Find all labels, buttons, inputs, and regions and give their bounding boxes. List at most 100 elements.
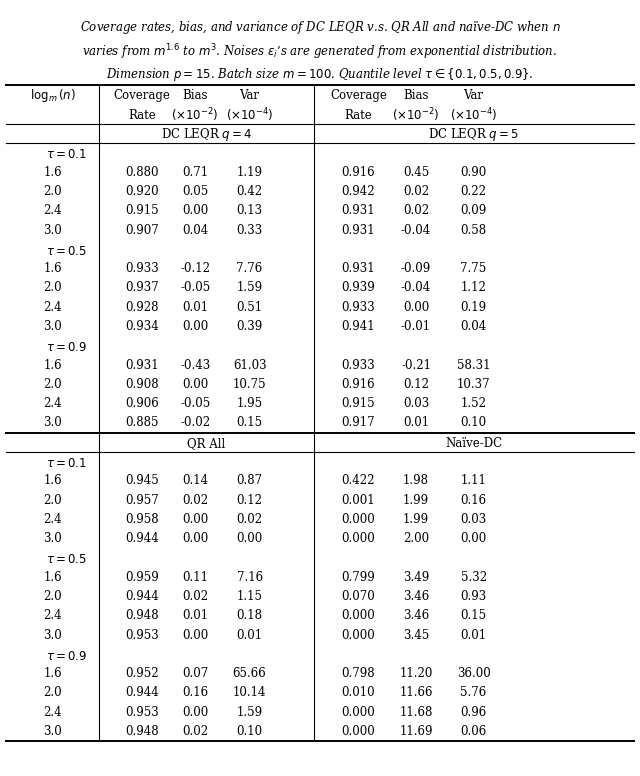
Text: 0.02: 0.02 xyxy=(403,204,429,217)
Text: 0.799: 0.799 xyxy=(342,570,375,584)
Text: DC LEQR $q = 4$: DC LEQR $q = 4$ xyxy=(161,126,252,143)
Text: 0.06: 0.06 xyxy=(460,725,487,738)
Text: 0.19: 0.19 xyxy=(461,300,486,314)
Text: 0.953: 0.953 xyxy=(125,629,159,642)
Text: Var: Var xyxy=(239,89,260,102)
Text: 0.933: 0.933 xyxy=(342,300,375,314)
Text: 0.885: 0.885 xyxy=(125,417,159,429)
Text: $\tau = 0.9$: $\tau = 0.9$ xyxy=(46,650,88,663)
Text: 0.04: 0.04 xyxy=(460,320,487,333)
Text: 0.15: 0.15 xyxy=(237,417,262,429)
Text: 0.12: 0.12 xyxy=(403,378,429,391)
Text: -0.05: -0.05 xyxy=(180,397,211,411)
Text: 0.01: 0.01 xyxy=(182,300,208,314)
Text: Bias: Bias xyxy=(182,89,208,102)
Text: 10.75: 10.75 xyxy=(233,378,266,391)
Text: 1.11: 1.11 xyxy=(461,474,486,487)
Text: 0.01: 0.01 xyxy=(182,609,208,622)
Text: 0.03: 0.03 xyxy=(460,513,487,526)
Text: 0.00: 0.00 xyxy=(460,532,487,546)
Text: Var: Var xyxy=(463,89,484,102)
Text: 0.000: 0.000 xyxy=(342,629,375,642)
Text: 0.880: 0.880 xyxy=(125,165,159,178)
Text: 2.4: 2.4 xyxy=(43,609,62,622)
Text: 0.10: 0.10 xyxy=(461,417,486,429)
Text: $(\times 10^{-4})$: $(\times 10^{-4})$ xyxy=(226,106,273,124)
Text: 1.99: 1.99 xyxy=(403,494,429,507)
Text: Coverage rates, bias, and variance of DC LEQR v.s. QR All and naïve-DC when $n$: Coverage rates, bias, and variance of DC… xyxy=(79,19,561,36)
Text: -0.09: -0.09 xyxy=(401,262,431,275)
Text: 0.945: 0.945 xyxy=(125,474,159,487)
Text: 0.00: 0.00 xyxy=(236,532,263,546)
Text: 0.944: 0.944 xyxy=(125,532,159,546)
Text: 0.944: 0.944 xyxy=(125,590,159,603)
Text: 3.0: 3.0 xyxy=(43,223,62,237)
Text: DC LEQR $q = 5$: DC LEQR $q = 5$ xyxy=(428,126,519,143)
Text: -0.04: -0.04 xyxy=(401,282,431,294)
Text: 0.58: 0.58 xyxy=(461,223,486,237)
Text: 0.16: 0.16 xyxy=(461,494,486,507)
Text: 0.11: 0.11 xyxy=(182,570,208,584)
Text: 0.18: 0.18 xyxy=(237,609,262,622)
Text: 0.96: 0.96 xyxy=(460,705,487,719)
Text: 3.45: 3.45 xyxy=(403,629,429,642)
Text: 0.03: 0.03 xyxy=(403,397,429,411)
Text: 0.000: 0.000 xyxy=(342,705,375,719)
Text: $\tau = 0.5$: $\tau = 0.5$ xyxy=(46,244,87,258)
Text: 0.22: 0.22 xyxy=(461,185,486,198)
Text: 3.0: 3.0 xyxy=(43,417,62,429)
Text: 0.422: 0.422 xyxy=(342,474,375,487)
Text: 2.0: 2.0 xyxy=(43,687,62,699)
Text: 0.942: 0.942 xyxy=(342,185,375,198)
Text: 0.42: 0.42 xyxy=(237,185,262,198)
Text: 0.906: 0.906 xyxy=(125,397,159,411)
Text: 0.000: 0.000 xyxy=(342,513,375,526)
Text: 2.4: 2.4 xyxy=(43,204,62,217)
Text: 2.0: 2.0 xyxy=(43,494,62,507)
Text: 11.68: 11.68 xyxy=(399,705,433,719)
Text: 3.0: 3.0 xyxy=(43,532,62,546)
Text: 1.6: 1.6 xyxy=(43,165,62,178)
Text: 0.944: 0.944 xyxy=(125,687,159,699)
Text: 0.934: 0.934 xyxy=(125,320,159,333)
Text: 1.15: 1.15 xyxy=(237,590,262,603)
Text: 0.00: 0.00 xyxy=(182,629,209,642)
Text: 0.71: 0.71 xyxy=(182,165,208,178)
Text: -0.12: -0.12 xyxy=(180,262,210,275)
Text: 3.49: 3.49 xyxy=(403,570,429,584)
Text: -0.01: -0.01 xyxy=(401,320,431,333)
Text: 1.99: 1.99 xyxy=(403,513,429,526)
Text: 2.4: 2.4 xyxy=(43,300,62,314)
Text: 0.00: 0.00 xyxy=(182,513,209,526)
Text: 0.916: 0.916 xyxy=(342,165,375,178)
Text: 0.931: 0.931 xyxy=(125,359,159,372)
Text: 0.02: 0.02 xyxy=(182,494,208,507)
Text: 2.4: 2.4 xyxy=(43,397,62,411)
Text: $\tau = 0.1$: $\tau = 0.1$ xyxy=(46,148,87,161)
Text: QR All: QR All xyxy=(188,437,225,449)
Text: 0.15: 0.15 xyxy=(461,609,486,622)
Text: 3.0: 3.0 xyxy=(43,320,62,333)
Text: -0.04: -0.04 xyxy=(401,223,431,237)
Text: 11.20: 11.20 xyxy=(399,667,433,681)
Text: 1.98: 1.98 xyxy=(403,474,429,487)
Text: 0.953: 0.953 xyxy=(125,705,159,719)
Text: 3.46: 3.46 xyxy=(403,609,429,622)
Text: 0.941: 0.941 xyxy=(342,320,375,333)
Text: 0.917: 0.917 xyxy=(342,417,375,429)
Text: 0.931: 0.931 xyxy=(342,262,375,275)
Text: 0.916: 0.916 xyxy=(342,378,375,391)
Text: 1.6: 1.6 xyxy=(43,570,62,584)
Text: 1.59: 1.59 xyxy=(237,705,262,719)
Text: 10.14: 10.14 xyxy=(233,687,266,699)
Text: 0.02: 0.02 xyxy=(182,590,208,603)
Text: 0.010: 0.010 xyxy=(342,687,375,699)
Text: 0.907: 0.907 xyxy=(125,223,159,237)
Text: 2.0: 2.0 xyxy=(43,378,62,391)
Text: 1.12: 1.12 xyxy=(461,282,486,294)
Text: 7.16: 7.16 xyxy=(237,570,262,584)
Text: 0.948: 0.948 xyxy=(125,725,159,738)
Text: 0.937: 0.937 xyxy=(125,282,159,294)
Text: -0.02: -0.02 xyxy=(180,417,211,429)
Text: $\tau = 0.1$: $\tau = 0.1$ xyxy=(46,457,87,470)
